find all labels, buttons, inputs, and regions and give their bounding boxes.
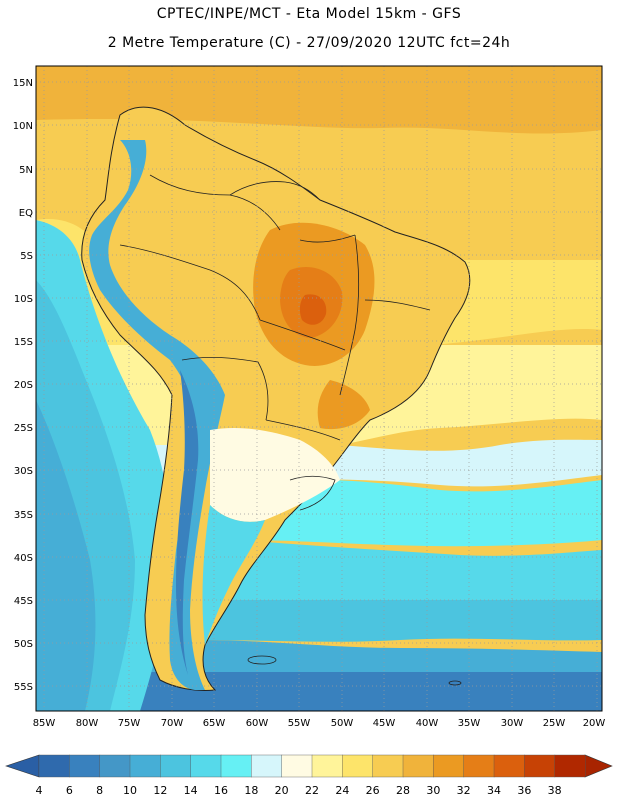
colorbar-label: 18 <box>244 784 258 797</box>
temperature-field <box>36 66 602 711</box>
colorbar-swatch <box>190 754 222 778</box>
colorbar-right-arrow <box>584 754 613 778</box>
colorbar-label: 34 <box>487 784 501 797</box>
colorbar: 4 6 8 10 12 14 16 18 20 22 24 26 28 30 32 34 36 38 <box>5 754 613 797</box>
colorbar-swatch <box>524 754 556 778</box>
colorbar-swatch <box>281 754 313 778</box>
lon-label: 40W <box>416 718 439 729</box>
colorbar-swatch <box>493 754 525 778</box>
colorbar-swatch <box>251 754 283 778</box>
colorbar-swatch <box>220 754 252 778</box>
lat-label: 5S <box>20 251 33 262</box>
colorbar-left-arrow <box>5 754 40 778</box>
lon-label: 45W <box>373 718 396 729</box>
lat-label: 15N <box>13 78 33 89</box>
lon-label: 50W <box>331 718 354 729</box>
colorbar-swatch <box>342 754 374 778</box>
colorbar-label: 24 <box>335 784 349 797</box>
lon-label: 85W <box>33 718 56 729</box>
colorbar-label: 26 <box>366 784 380 797</box>
lat-label: 30S <box>14 466 33 477</box>
lon-label: 25W <box>543 718 566 729</box>
lat-label: 45S <box>14 596 33 607</box>
colorbar-label: 8 <box>96 784 103 797</box>
colorbar-label: 14 <box>184 784 198 797</box>
lon-label: 35W <box>458 718 481 729</box>
lat-label: EQ <box>19 208 33 219</box>
map-title: CPTEC/INPE/MCT - Eta Model 15km - GFS <box>156 6 462 22</box>
colorbar-label: 28 <box>396 784 410 797</box>
colorbar-label: 12 <box>153 784 167 797</box>
lon-label: 75W <box>118 718 141 729</box>
country-borders <box>119 174 431 511</box>
lat-label: 50S <box>14 639 33 650</box>
map-frame <box>35 65 603 712</box>
colorbar-label: 4 <box>36 784 43 797</box>
colorbar-swatch <box>129 754 161 778</box>
colorbar-label: 38 <box>548 784 562 797</box>
colorbar-label: 10 <box>123 784 137 797</box>
colorbar-swatch <box>372 754 404 778</box>
lat-label: 10S <box>14 294 33 305</box>
lon-label: 70W <box>161 718 184 729</box>
lat-label: 35S <box>14 510 33 521</box>
lon-label: 80W <box>76 718 99 729</box>
colorbar-label: 32 <box>457 784 471 797</box>
colorbar-swatch <box>433 754 465 778</box>
colorbar-swatch <box>402 754 434 778</box>
colorbar-label: 30 <box>426 784 440 797</box>
colorbar-label: 20 <box>275 784 289 797</box>
lat-label: 55S <box>14 682 33 693</box>
lat-label: 25S <box>14 423 33 434</box>
map-subtitle: 2 Metre Temperature (C) - 27/09/2020 12U… <box>107 35 511 51</box>
lon-label: 20W <box>583 718 606 729</box>
colorbar-label: 22 <box>305 784 319 797</box>
colorbar-swatch <box>38 754 70 778</box>
colorbar-label: 16 <box>214 784 228 797</box>
colorbar-label: 6 <box>66 784 73 797</box>
lat-label: 40S <box>14 553 33 564</box>
lon-label: 60W <box>246 718 269 729</box>
lon-label: 30W <box>501 718 524 729</box>
lat-label: 10N <box>13 121 33 132</box>
lat-label: 20S <box>14 380 33 391</box>
colorbar-swatch <box>160 754 192 778</box>
colorbar-swatch <box>69 754 101 778</box>
lat-label: 15S <box>14 337 33 348</box>
lat-label: 5N <box>19 165 33 176</box>
lon-label: 55W <box>288 718 311 729</box>
colorbar-swatch <box>99 754 131 778</box>
colorbar-swatch <box>554 754 586 778</box>
colorbar-swatch <box>463 754 495 778</box>
colorbar-label: 36 <box>517 784 531 797</box>
lon-label: 65W <box>203 718 226 729</box>
colorbar-swatch <box>311 754 343 778</box>
